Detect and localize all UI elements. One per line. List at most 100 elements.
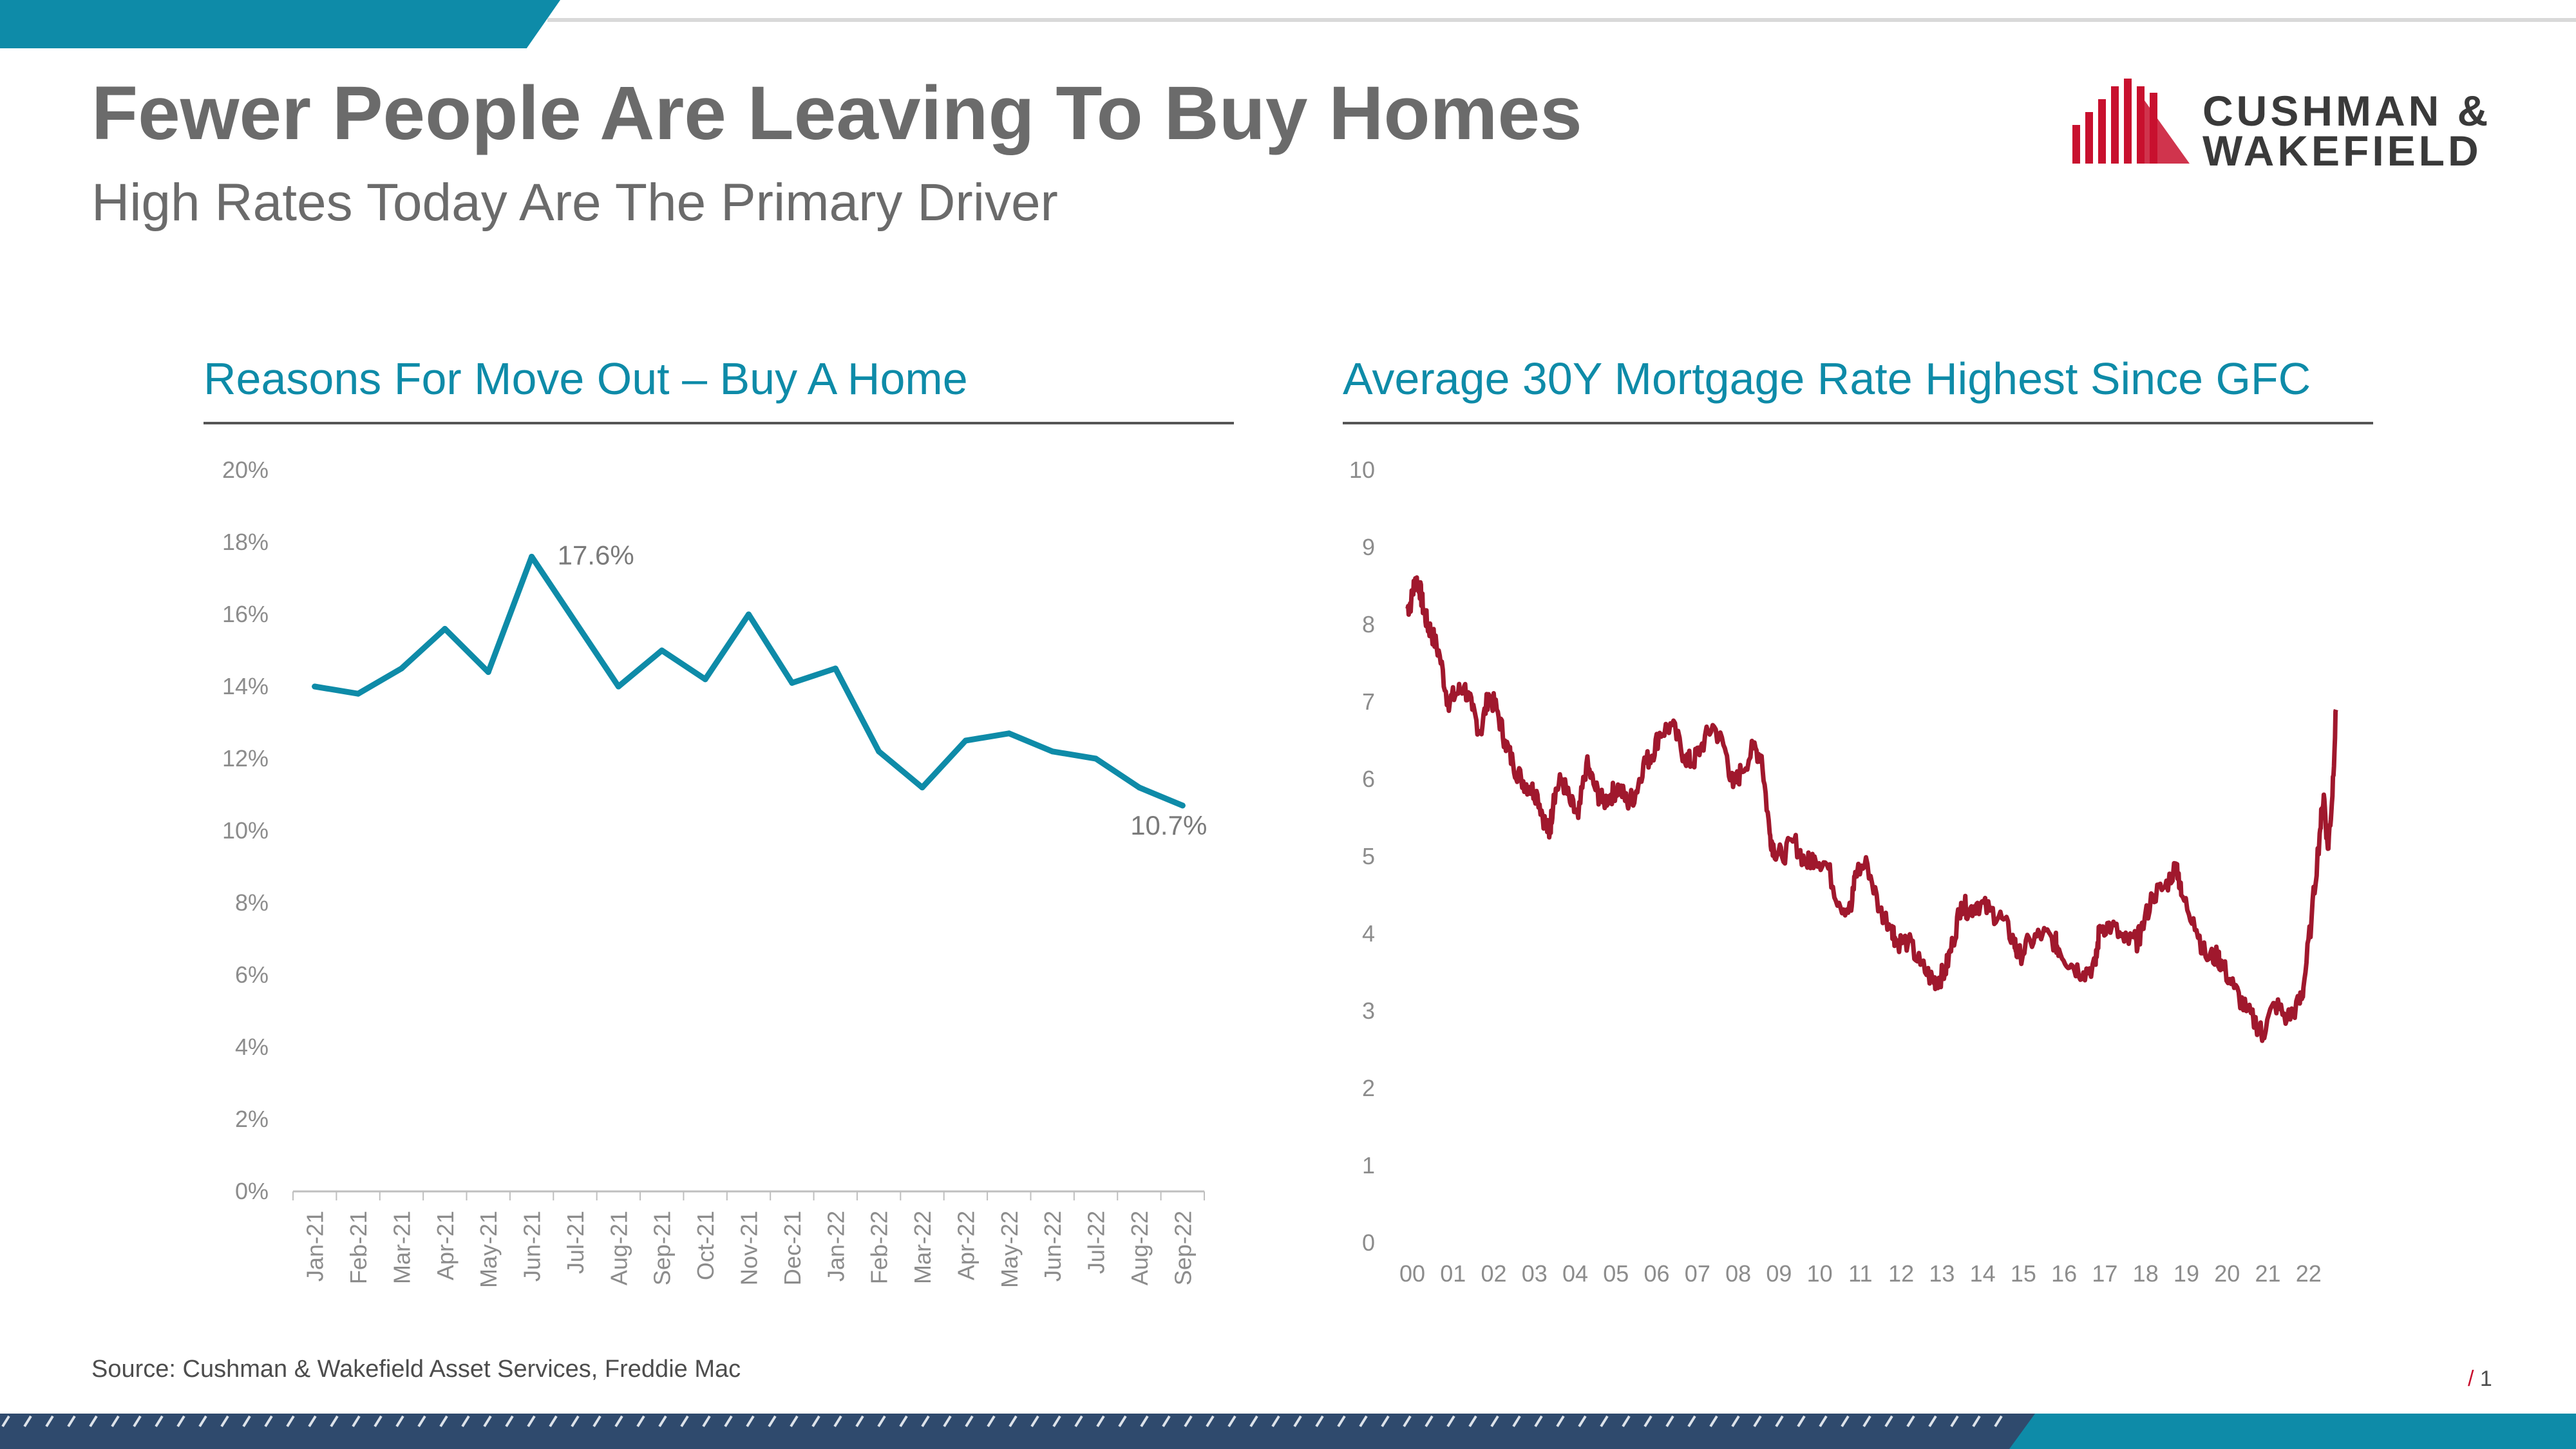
data-point (442, 625, 448, 632)
x-tick-label: Jul-22 (1083, 1211, 1110, 1274)
data-point (485, 669, 491, 676)
data-point (1049, 748, 1056, 755)
y-tick-label: 5 (1362, 843, 1375, 869)
data-point (702, 676, 708, 683)
data-point (962, 737, 969, 744)
data-point (1179, 802, 1186, 809)
y-tick-label: 0% (235, 1178, 269, 1204)
move-out-buy-home-chart: 0% 2% 4% 6% 8% 10% 12% 14% 16% 18% 20% Jan-21 Feb-21… (222, 457, 1207, 1288)
y-tick-label: 10 (1349, 457, 1375, 483)
x-tick-label: May-21 (475, 1211, 502, 1288)
page-number: / 1 (2468, 1367, 2492, 1392)
x-tick-label: 03 (1522, 1260, 1548, 1287)
x-tick-label: Sep-21 (649, 1211, 676, 1285)
x-tick-label: 13 (1929, 1260, 1955, 1287)
cushman-wakefield-logo: CUSHMAN & WAKEFIELD (2067, 72, 2488, 175)
y-tick-label: 10% (222, 817, 269, 844)
x-tick-label: 11 (1848, 1260, 1872, 1287)
y-tick-label: 8 (1362, 611, 1375, 638)
x-tick-label: 18 (2133, 1260, 2159, 1287)
x-tick-label: Apr-21 (432, 1211, 459, 1280)
x-tick-label: Jun-22 (1039, 1211, 1066, 1282)
y-tick-label: 4 (1362, 920, 1375, 947)
x-tick-label: Oct-21 (692, 1211, 719, 1280)
y-tick-label: 18% (222, 529, 269, 555)
y-tick-label: 8% (235, 889, 269, 916)
slide-title: Fewer People Are Leaving To Buy Homes (91, 71, 1582, 156)
right-chart-title: Average 30Y Mortgage Rate Highest Since … (1343, 354, 2311, 404)
x-tick-label: 12 (1888, 1260, 1914, 1287)
right-chart-title-rule (1343, 422, 2373, 424)
x-tick-label: Jan-21 (302, 1211, 328, 1282)
x-tick-label: Aug-21 (605, 1211, 632, 1285)
y-tick-label: 14% (222, 673, 269, 699)
data-point (919, 784, 925, 791)
x-tick-label: 01 (1440, 1260, 1466, 1287)
data-point (1136, 784, 1142, 791)
x-tick-label: 05 (1603, 1260, 1629, 1287)
data-point (832, 665, 838, 672)
y-tick-label: 3 (1362, 998, 1375, 1024)
x-tick-label: 16 (2051, 1260, 2077, 1287)
x-tick-label: Jul-21 (562, 1211, 589, 1274)
logo-mark-icon (2072, 79, 2190, 164)
x-tick-label: 04 (1562, 1260, 1588, 1287)
x-tick-label: Aug-22 (1126, 1211, 1153, 1285)
data-point (1006, 730, 1012, 737)
x-tick-label: Jan-22 (822, 1211, 849, 1282)
data-label: 17.6% (558, 540, 634, 570)
x-tick-label: 02 (1481, 1260, 1506, 1287)
y-tick-label: 12% (222, 745, 269, 772)
y-tick-label: 20% (222, 457, 269, 483)
y-tick-label: 6% (235, 961, 269, 988)
data-point (398, 665, 404, 672)
x-tick-label: 22 (2296, 1260, 2322, 1287)
x-tick-label: 19 (2174, 1260, 2199, 1287)
x-tick-label: 21 (2255, 1260, 2280, 1287)
x-tick-label: 07 (1685, 1260, 1710, 1287)
x-tick-label: 09 (1766, 1260, 1792, 1287)
y-tick-label: 2% (235, 1106, 269, 1132)
page-number-value: 1 (2479, 1367, 2492, 1391)
x-tick-label: 06 (1644, 1260, 1670, 1287)
y-tick-label: 2 (1362, 1075, 1375, 1101)
x-tick-label: 08 (1725, 1260, 1751, 1287)
y-tick-label: 16% (222, 601, 269, 627)
x-tick-label: 14 (1970, 1260, 1996, 1287)
data-point (659, 647, 665, 654)
data-point (529, 553, 535, 560)
x-tick-label: May-22 (996, 1211, 1023, 1288)
x-tick-label: 10 (1807, 1260, 1833, 1287)
x-tick-label: 20 (2214, 1260, 2240, 1287)
left-chart-title-rule (204, 422, 1234, 424)
y-tick-label: 7 (1362, 688, 1375, 715)
data-label: 10.7% (1130, 810, 1207, 840)
y-tick-label: 4% (235, 1034, 269, 1060)
x-tick-label: Mar-22 (909, 1211, 936, 1284)
data-point (615, 683, 621, 690)
x-tick-label: Mar-21 (388, 1211, 415, 1284)
x-tick-label: 17 (2092, 1260, 2117, 1287)
series-line (312, 553, 1186, 809)
y-tick-label: 1 (1362, 1152, 1375, 1179)
x-tick-label: Apr-22 (952, 1211, 979, 1280)
data-point (572, 618, 578, 625)
y-tick-label: 0 (1362, 1229, 1375, 1256)
series-line (1405, 575, 2338, 1043)
x-tick-label: 15 (2011, 1260, 2036, 1287)
data-point (355, 690, 361, 697)
data-point (312, 683, 318, 690)
x-tick-label: Nov-21 (736, 1211, 762, 1285)
x-tick-label: 00 (1399, 1260, 1425, 1287)
source-note: Source: Cushman & Wakefield Asset Servic… (91, 1356, 741, 1383)
slide-subtitle: High Rates Today Are The Primary Driver (91, 173, 1058, 232)
data-point (746, 611, 752, 618)
x-tick-label: Dec-21 (779, 1211, 806, 1285)
y-tick-label: 6 (1362, 766, 1375, 792)
data-point (789, 679, 795, 686)
data-point (876, 748, 882, 755)
top-accent-bar (0, 0, 560, 48)
x-tick-label: Sep-22 (1170, 1211, 1196, 1285)
logo-text-line1: CUSHMAN & (2202, 87, 2492, 135)
